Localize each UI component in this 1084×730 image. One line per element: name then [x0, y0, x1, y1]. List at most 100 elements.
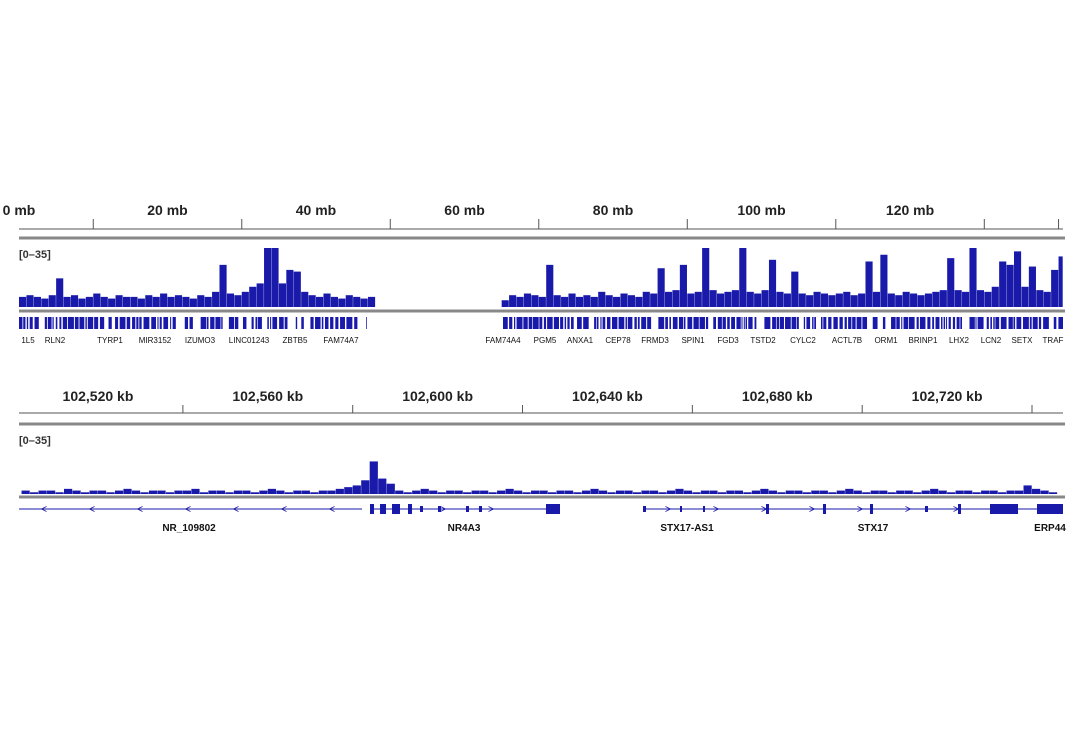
coverage-bar — [947, 492, 956, 494]
coverage-bar — [850, 295, 858, 307]
coverage-bar — [89, 490, 98, 494]
separator — [19, 236, 1065, 240]
gene-block — [741, 317, 743, 329]
strand-arrow — [713, 506, 720, 512]
coverage-bar — [267, 488, 276, 494]
coverage-bar — [160, 293, 168, 307]
coverage-bar — [395, 490, 404, 494]
gene-block — [1038, 317, 1042, 329]
gene-block — [812, 317, 814, 329]
coverage-bar — [352, 485, 361, 494]
coverage-bar — [97, 490, 107, 494]
gene-label: LINC01243 — [229, 336, 270, 345]
gene-block — [74, 317, 79, 329]
exon — [479, 506, 482, 512]
coverage-bar — [813, 291, 821, 307]
coverage-bar — [700, 490, 710, 494]
coverage-bar — [590, 488, 599, 494]
coverage-bar — [233, 490, 243, 494]
coverage-bar — [100, 296, 108, 307]
coverage-bar — [271, 248, 279, 307]
coverage-bar — [743, 492, 752, 494]
gene-block — [705, 317, 709, 329]
gene-block — [55, 317, 58, 329]
gene-block — [577, 317, 582, 329]
gene-label: FAM74A4 — [485, 336, 521, 345]
coverage-bar — [522, 492, 531, 494]
gene-block — [785, 317, 791, 329]
strand-arrow — [40, 506, 47, 512]
coverage-bar — [998, 492, 1007, 494]
coverage-bar — [615, 490, 625, 494]
coverage-bar — [38, 490, 47, 494]
coverage-bar — [835, 293, 843, 307]
coverage-bar — [197, 295, 205, 307]
gene-block — [993, 317, 995, 329]
gene-block — [908, 317, 915, 329]
gene-block — [270, 317, 272, 329]
coverage-bar — [853, 490, 862, 494]
coverage-bar — [412, 490, 421, 494]
gene-block — [184, 317, 189, 329]
exon — [408, 504, 412, 514]
strand-arrow — [232, 506, 239, 512]
x-tick-label: 0 mb — [3, 202, 36, 218]
x-tick-label: 102,520 kb — [63, 388, 134, 404]
coverage-bar — [330, 296, 338, 307]
coverage-bar — [702, 248, 710, 307]
gene-block — [19, 317, 23, 329]
gene-block — [943, 317, 946, 329]
gene-label: ZBTB5 — [283, 336, 308, 345]
gene-label: STX17-AS1 — [660, 523, 714, 534]
coverage-bar — [828, 492, 837, 494]
coverage-bar — [913, 492, 922, 494]
coverage-bar — [976, 290, 984, 307]
coverage-bar — [734, 490, 744, 494]
coverage-bar — [1028, 266, 1036, 307]
coverage-bar — [360, 298, 368, 307]
coverage-bar — [872, 291, 881, 307]
coverage-bar — [130, 296, 138, 307]
gene-block — [678, 317, 684, 329]
gene-block — [1023, 317, 1029, 329]
separator — [19, 422, 1065, 426]
coverage-bar — [880, 254, 888, 307]
gene-block — [602, 317, 606, 329]
exon — [680, 506, 682, 512]
coverage-bar — [437, 492, 446, 494]
gene-block — [47, 317, 52, 329]
gene-block — [916, 317, 919, 329]
gene-block — [1000, 317, 1007, 329]
gene-label: STX17 — [858, 523, 889, 534]
coverage-bar — [114, 490, 124, 494]
gene-block — [321, 317, 324, 329]
coverage-bar — [1043, 291, 1051, 307]
coverage-bar — [369, 461, 378, 494]
gene-block — [852, 317, 856, 329]
coverage-bar — [887, 492, 896, 494]
coverage-bar — [1006, 490, 1015, 494]
coverage-bar — [1013, 251, 1022, 307]
coverage-bar — [250, 492, 260, 494]
gene-block — [257, 317, 262, 329]
strand-arrow — [136, 506, 143, 512]
coverage-bar — [573, 492, 582, 494]
gene-block — [516, 317, 523, 329]
coverage-bar — [726, 490, 735, 494]
coverage-bar — [607, 492, 616, 494]
coverage-bar — [605, 295, 613, 307]
coverage-bar — [204, 296, 212, 307]
coverage-bar — [63, 296, 71, 307]
gene-block — [935, 317, 940, 329]
coverage-bar — [1006, 264, 1014, 307]
gene-block — [975, 317, 977, 329]
coverage-bar — [1051, 269, 1059, 307]
coverage-bar — [19, 296, 27, 307]
gene-block — [509, 317, 513, 329]
coverage-bar — [932, 291, 940, 307]
coverage-bar — [429, 490, 438, 494]
coverage-bar — [556, 490, 565, 494]
coverage-bar — [284, 492, 293, 494]
gene-label: MIR3152 — [139, 336, 172, 345]
gene-block — [567, 317, 570, 329]
